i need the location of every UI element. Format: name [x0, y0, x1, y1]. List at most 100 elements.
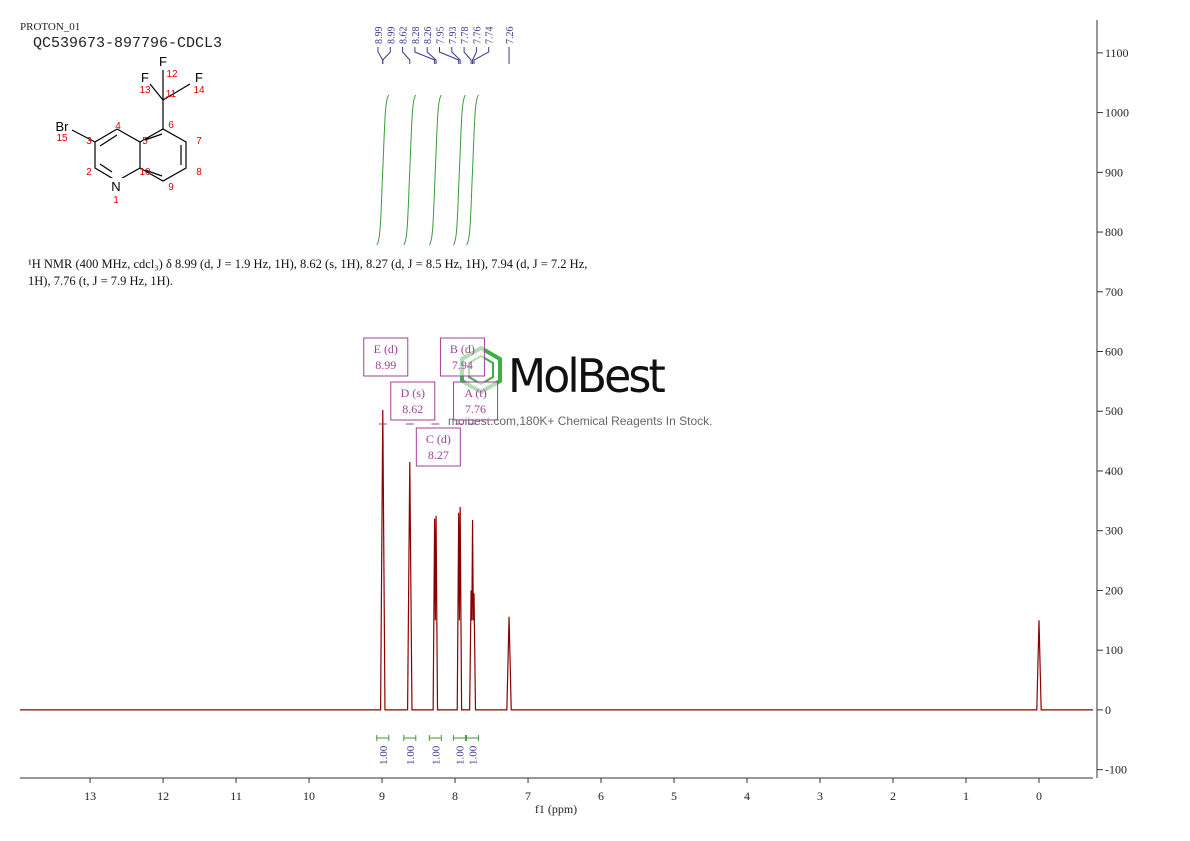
atom-mask	[155, 54, 171, 68]
peak-connector	[402, 47, 411, 64]
y-tick-label: 500	[1105, 404, 1123, 418]
atom-number: 1	[113, 195, 119, 206]
integral-curve	[428, 94, 442, 246]
integral-bracket	[466, 735, 480, 741]
atom-number: 11	[166, 89, 177, 100]
x-tick-label: 5	[671, 789, 677, 803]
atom-label: F	[141, 70, 149, 85]
y-tick-label: -100	[1105, 763, 1127, 777]
integral-curve	[376, 94, 390, 246]
peak-label: 8.26	[423, 27, 434, 45]
y-tick-label: 1100	[1105, 46, 1129, 60]
peak-connector	[382, 47, 391, 64]
peak-connector	[414, 47, 436, 64]
peak-connector	[451, 47, 461, 64]
peak-connector	[439, 47, 460, 64]
multiplet-box	[390, 381, 436, 421]
multiplet-shift: 7.94	[452, 358, 473, 372]
integral-curve	[466, 94, 479, 246]
x-tick-label: 4	[744, 789, 750, 803]
atom-number: 2	[86, 167, 92, 178]
spectrum-line	[20, 410, 1093, 711]
integral-curve	[452, 94, 466, 246]
multiplet-label: B (d)	[450, 342, 475, 356]
atom-number: 5	[142, 136, 148, 147]
watermark-tagline: molbest.com,180K+ Chemical Reagents In S…	[448, 414, 712, 428]
peak-connector	[463, 47, 472, 64]
x-tick-label: 11	[230, 789, 242, 803]
multiplet-shift: 8.27	[428, 448, 449, 462]
x-tick-label: 13	[84, 789, 96, 803]
x-tick-label: 9	[379, 789, 385, 803]
atom-number: 3	[86, 136, 92, 147]
peak-label: 7.93	[448, 27, 459, 45]
atom-label: F	[195, 70, 203, 85]
y-tick-label: 1000	[1105, 106, 1129, 120]
peak-connector	[377, 47, 384, 64]
multiplet-box	[439, 337, 485, 377]
peak-label: 7.76	[472, 27, 483, 45]
atom-number: 13	[139, 85, 151, 96]
peak-label: 7.74	[485, 27, 496, 45]
multiplet-label: A (t)	[464, 386, 486, 400]
y-tick-label: 600	[1105, 345, 1123, 359]
x-tick-label: 10	[303, 789, 315, 803]
chart-subtitle: QC539673-897796-CDCL3	[33, 35, 222, 52]
integral-label: 1.00	[430, 745, 442, 765]
multiplet-box	[453, 381, 499, 421]
integral-label: 1.00	[454, 745, 466, 765]
peak-label: 8.62	[399, 27, 410, 45]
x-tick-label: 2	[890, 789, 896, 803]
y-tick-label: 900	[1105, 165, 1123, 179]
integral-label: 1.00	[468, 745, 480, 765]
peak-label: 7.26	[505, 27, 516, 45]
atom-number: 12	[166, 69, 178, 80]
x-tick-label: 6	[598, 789, 604, 803]
integral-bracket	[428, 735, 442, 741]
chart-title: PROTON_01	[20, 21, 80, 33]
peak-connector	[472, 47, 477, 64]
multiplet-shift: 8.62	[402, 402, 423, 416]
structure-bonds	[71, 70, 191, 182]
atom-label: Br	[56, 119, 70, 134]
atom-number: 10	[139, 167, 151, 178]
y-tick-label: 800	[1105, 225, 1123, 239]
peak-label: 8.99	[374, 27, 385, 45]
atom-number: 8	[196, 167, 202, 178]
atom-number: 15	[56, 133, 68, 144]
peak-label: 7.95	[436, 27, 447, 45]
watermark-brand: MolBest	[508, 349, 665, 403]
y-tick-label: 100	[1105, 643, 1123, 657]
atom-number: 6	[168, 120, 174, 131]
multiplet-label: E (d)	[374, 342, 398, 356]
x-tick-label: 8	[452, 789, 458, 803]
multiplet-box	[363, 337, 409, 377]
y-tick-label: 200	[1105, 583, 1123, 597]
multiplet-label: D (s)	[401, 386, 425, 400]
atom-number: 9	[168, 182, 174, 193]
integral-curve	[403, 94, 417, 246]
peak-connector	[426, 47, 437, 64]
x-tick-label: 3	[817, 789, 823, 803]
atom-label: F	[159, 54, 167, 69]
x-tick-label: 12	[157, 789, 169, 803]
atom-number: 4	[115, 121, 121, 132]
x-tick-label: 0	[1036, 789, 1042, 803]
multiplet-shift: 7.76	[465, 402, 486, 416]
integral-bracket	[452, 735, 466, 741]
y-tick-label: 0	[1105, 703, 1111, 717]
y-tick-label: 400	[1105, 464, 1123, 478]
multiplet-label: C (d)	[426, 432, 451, 446]
integral-label: 1.00	[405, 745, 417, 765]
integral-label: 1.00	[378, 745, 390, 765]
multiplet-shift: 8.99	[375, 358, 396, 372]
atom-label: N	[111, 179, 120, 194]
atom-number: 14	[193, 85, 205, 96]
nmr-description: ¹H NMR (400 MHz, cdcl₃) δ 8.99 (d, J = 1…	[28, 257, 588, 288]
x-axis-label: f1 (ppm)	[535, 802, 577, 816]
peak-connector	[473, 47, 490, 64]
peak-label: 8.99	[386, 27, 397, 45]
peak-label: 8.28	[411, 27, 422, 45]
x-tick-label: 7	[525, 789, 531, 803]
